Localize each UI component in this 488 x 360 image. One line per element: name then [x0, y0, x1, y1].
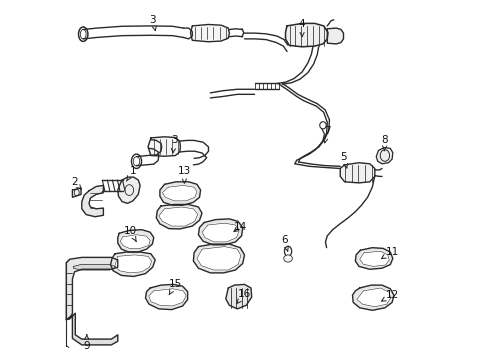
- Text: 15: 15: [168, 279, 181, 295]
- Polygon shape: [340, 163, 374, 183]
- Polygon shape: [190, 24, 229, 42]
- Text: 3: 3: [171, 135, 177, 153]
- Polygon shape: [148, 289, 186, 306]
- Polygon shape: [356, 288, 390, 307]
- Polygon shape: [81, 185, 103, 217]
- Polygon shape: [115, 255, 151, 273]
- Polygon shape: [72, 188, 81, 197]
- Polygon shape: [198, 219, 242, 245]
- Polygon shape: [156, 204, 202, 229]
- Polygon shape: [225, 284, 251, 309]
- Polygon shape: [159, 207, 197, 226]
- Polygon shape: [148, 137, 180, 156]
- Text: 4: 4: [298, 19, 305, 37]
- Text: 6: 6: [280, 235, 288, 251]
- Polygon shape: [352, 285, 393, 310]
- Text: 11: 11: [381, 247, 398, 258]
- Polygon shape: [73, 265, 115, 270]
- Text: 9: 9: [83, 335, 90, 351]
- Polygon shape: [118, 177, 140, 203]
- Text: 16: 16: [237, 289, 251, 303]
- Polygon shape: [285, 23, 327, 47]
- Text: 12: 12: [381, 290, 398, 301]
- Polygon shape: [162, 185, 197, 201]
- Text: 7: 7: [323, 126, 330, 143]
- Polygon shape: [326, 28, 343, 44]
- Polygon shape: [66, 313, 118, 345]
- Polygon shape: [359, 251, 388, 266]
- Polygon shape: [110, 252, 155, 276]
- Text: 8: 8: [381, 135, 387, 151]
- Text: 3: 3: [149, 15, 156, 31]
- Polygon shape: [66, 257, 118, 320]
- Polygon shape: [197, 247, 241, 270]
- Text: 1: 1: [126, 166, 136, 181]
- Text: 2: 2: [71, 177, 81, 189]
- Polygon shape: [160, 182, 200, 205]
- Text: 5: 5: [340, 152, 347, 168]
- Polygon shape: [375, 148, 392, 164]
- Polygon shape: [120, 235, 150, 248]
- Text: 13: 13: [178, 166, 191, 183]
- Polygon shape: [145, 284, 187, 310]
- Text: 10: 10: [123, 226, 137, 242]
- Polygon shape: [193, 244, 244, 273]
- Text: 14: 14: [233, 222, 246, 232]
- Ellipse shape: [283, 255, 292, 262]
- Polygon shape: [355, 248, 392, 269]
- Polygon shape: [118, 230, 153, 252]
- Polygon shape: [202, 223, 239, 242]
